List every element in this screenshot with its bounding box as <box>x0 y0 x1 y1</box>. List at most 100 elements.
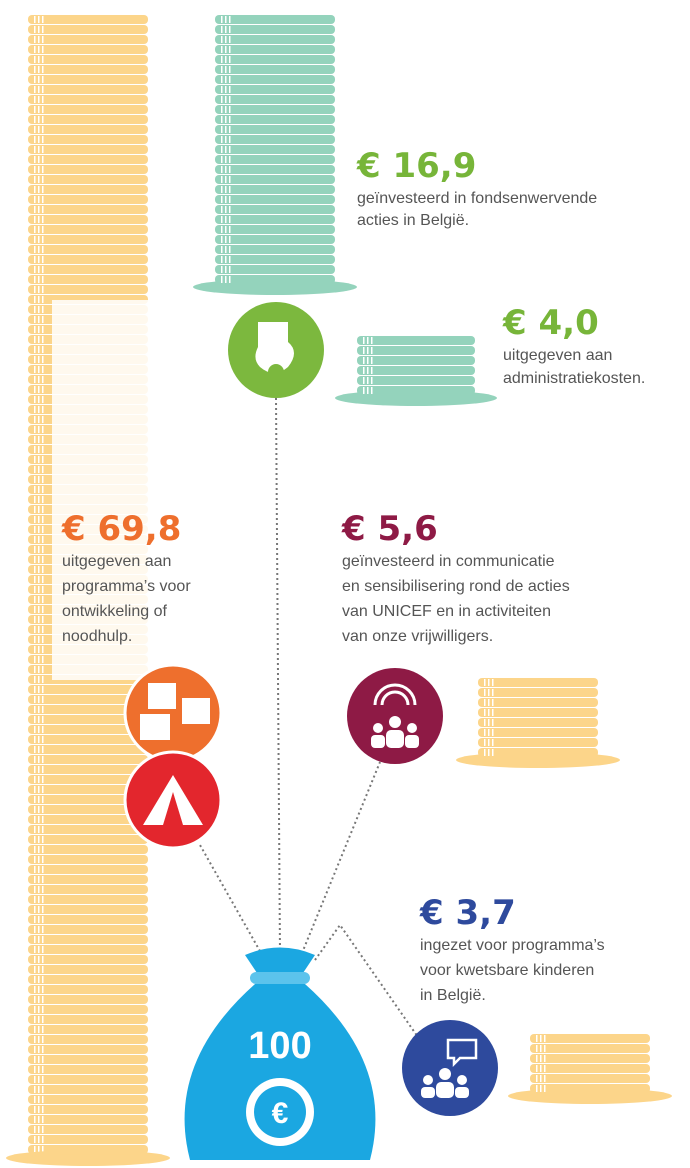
coin-stripe <box>229 206 231 213</box>
coin-stripe <box>34 446 36 453</box>
coin-stripe <box>221 76 223 83</box>
coin-stripe <box>34 1056 36 1063</box>
coin-stripe <box>38 116 40 123</box>
coin-stripe <box>221 96 223 103</box>
coin-stripe <box>42 86 44 93</box>
coin-stripe <box>34 976 36 983</box>
coin-stripe <box>42 436 44 443</box>
coin-stripe <box>34 656 36 663</box>
tent-icon <box>125 752 221 848</box>
coin-stripe <box>229 166 231 173</box>
communication-icon <box>347 668 443 764</box>
coin-stripe <box>38 766 40 773</box>
coin-stripe <box>34 346 36 353</box>
coin-stripe <box>42 716 44 723</box>
coin-stripe <box>42 156 44 163</box>
coin-stripe <box>34 956 36 963</box>
coin-stripe <box>38 866 40 873</box>
coin <box>28 25 148 34</box>
coin <box>478 738 598 747</box>
coin <box>28 1075 148 1084</box>
coin <box>215 45 335 54</box>
coin-stripe <box>544 1035 546 1042</box>
coin-stripe <box>42 426 44 433</box>
coin-stripe <box>38 976 40 983</box>
coin-stripe <box>492 689 494 696</box>
coin-stripe <box>363 387 365 394</box>
coin-stripe <box>221 176 223 183</box>
coin-stripe <box>42 706 44 713</box>
coin <box>478 698 598 707</box>
coin <box>28 95 148 104</box>
coin-stripe <box>34 146 36 153</box>
coin-stripe <box>34 906 36 913</box>
coin <box>357 346 475 355</box>
coin <box>215 65 335 74</box>
coin <box>357 356 475 365</box>
coin-stripe <box>540 1075 542 1082</box>
coin-stripe <box>221 126 223 133</box>
caption-line: geïnvesteerd in fondsenwervende <box>357 190 597 207</box>
coin-stripe <box>42 926 44 933</box>
coin-stripe <box>42 486 44 493</box>
coin <box>215 165 335 174</box>
coin <box>28 995 148 1004</box>
coin-stripe <box>38 996 40 1003</box>
coin-stripe <box>34 606 36 613</box>
coin-stripe <box>38 126 40 133</box>
coin-stripe <box>42 216 44 223</box>
coin-stripe <box>225 216 227 223</box>
coin-stripe <box>38 936 40 943</box>
coin-stripe <box>42 186 44 193</box>
coin <box>28 215 148 224</box>
coin-stripe <box>38 166 40 173</box>
coin-stripe <box>38 136 40 143</box>
coin-stripe <box>38 616 40 623</box>
coin <box>28 745 148 754</box>
coin-stripe <box>34 416 36 423</box>
coin-stripe <box>221 226 223 233</box>
coin <box>28 285 148 294</box>
coin-stripe <box>42 936 44 943</box>
coin <box>215 195 335 204</box>
caption-line: in België. <box>420 987 486 1004</box>
coin <box>215 155 335 164</box>
coin-stripe <box>34 926 36 933</box>
coin-stripe <box>34 786 36 793</box>
coin-stripe <box>38 626 40 633</box>
coin-stripe <box>38 516 40 523</box>
coin-stripe <box>38 916 40 923</box>
coin-stripe <box>42 346 44 353</box>
coin-stripe <box>34 476 36 483</box>
coin-stripe <box>42 746 44 753</box>
coin-stripe <box>42 796 44 803</box>
coin <box>28 105 148 114</box>
caption-line: acties in België. <box>357 212 469 229</box>
caption-line: van UNICEF en in activiteiten <box>342 603 551 620</box>
coin-stripe <box>42 246 44 253</box>
coin-stripe <box>225 266 227 273</box>
coin-stripe <box>367 377 369 384</box>
coin-stripe <box>38 336 40 343</box>
coin-stripe <box>38 246 40 253</box>
coin-stripe <box>42 586 44 593</box>
coin-stripe <box>229 276 231 283</box>
coin-stripe <box>229 146 231 153</box>
coin-stripe <box>42 756 44 763</box>
coin <box>215 75 335 84</box>
coin-stripe <box>42 606 44 613</box>
coin <box>28 1115 148 1124</box>
coin <box>28 115 148 124</box>
coin <box>357 386 475 395</box>
coin-stripe <box>38 646 40 653</box>
coin <box>478 708 598 717</box>
coin <box>28 225 148 234</box>
coin-stripe <box>34 946 36 953</box>
coin <box>530 1034 650 1043</box>
coin <box>28 955 148 964</box>
coin-stripe <box>34 1016 36 1023</box>
coin-stripe <box>38 186 40 193</box>
coin <box>478 728 598 737</box>
coin-stripe <box>229 176 231 183</box>
coin-stripe <box>38 736 40 743</box>
